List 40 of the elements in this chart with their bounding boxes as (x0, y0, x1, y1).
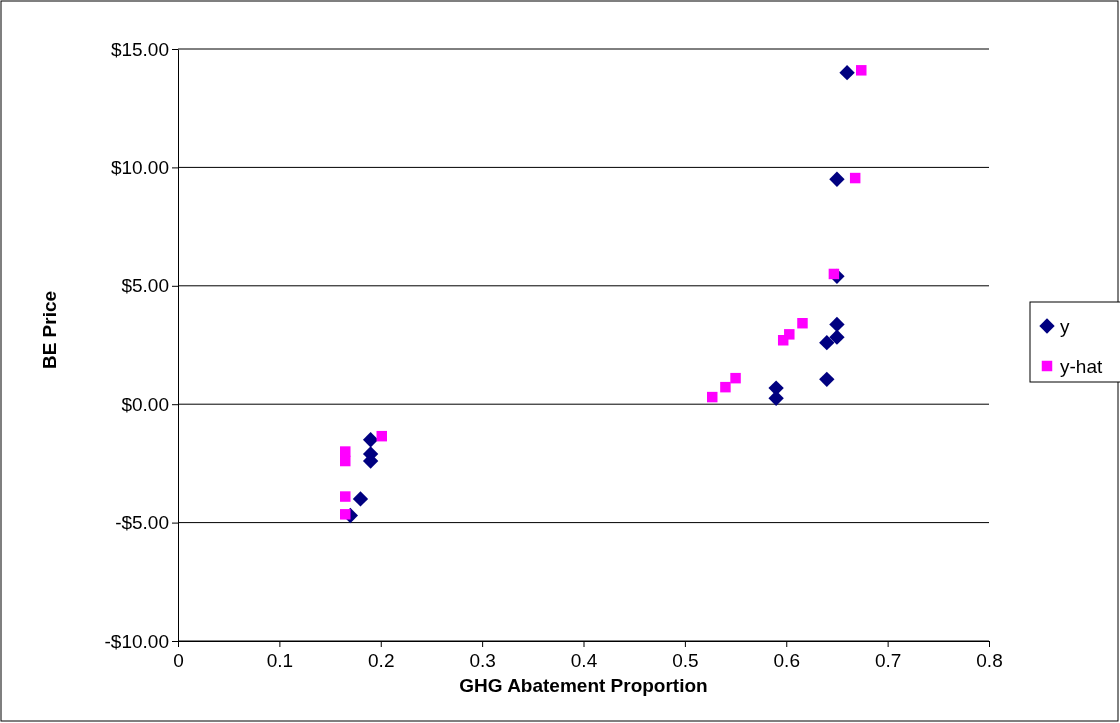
y-tick-label: $5.00 (121, 275, 169, 297)
y-tick-label: $0.00 (121, 393, 169, 415)
x-tick-label: 0.4 (570, 650, 598, 672)
point (720, 381, 731, 393)
y-tick-label: $10.00 (110, 156, 169, 178)
x-tick-label: 0.8 (976, 650, 1003, 672)
legend-label: y (1060, 315, 1070, 337)
y-tick-label: -$10.00 (104, 630, 169, 652)
point (819, 371, 835, 388)
point (829, 316, 845, 333)
point (828, 268, 840, 280)
point (829, 171, 845, 187)
point (340, 446, 351, 457)
point (730, 372, 741, 384)
point (849, 172, 861, 184)
point (797, 317, 808, 329)
point (819, 334, 835, 351)
point (707, 391, 718, 403)
x-tick-label: 0.1 (266, 650, 294, 672)
point (829, 329, 845, 345)
point (784, 329, 795, 340)
x-tick-label: 0.6 (773, 650, 800, 672)
point (340, 509, 351, 520)
x-tick-label: 0.5 (672, 650, 699, 672)
point (376, 430, 388, 442)
point (362, 432, 379, 448)
point (856, 65, 867, 76)
x-tick-label: 0.7 (874, 650, 902, 672)
point (352, 491, 369, 507)
x-tick-label: 0 (173, 650, 184, 672)
x-tick-label: 0.2 (368, 650, 395, 672)
x-axis-title: GHG Abatement Proportion (459, 675, 708, 696)
legend-label: y-hat (1060, 355, 1103, 377)
point (340, 491, 351, 502)
y-axis-title: BE Price (39, 290, 60, 370)
point (340, 455, 351, 467)
point (839, 65, 855, 81)
y-tick-label: $15.00 (110, 38, 169, 60)
x-tick-label: 0.3 (469, 650, 496, 672)
y-tick-label: -$5.00 (115, 512, 169, 534)
